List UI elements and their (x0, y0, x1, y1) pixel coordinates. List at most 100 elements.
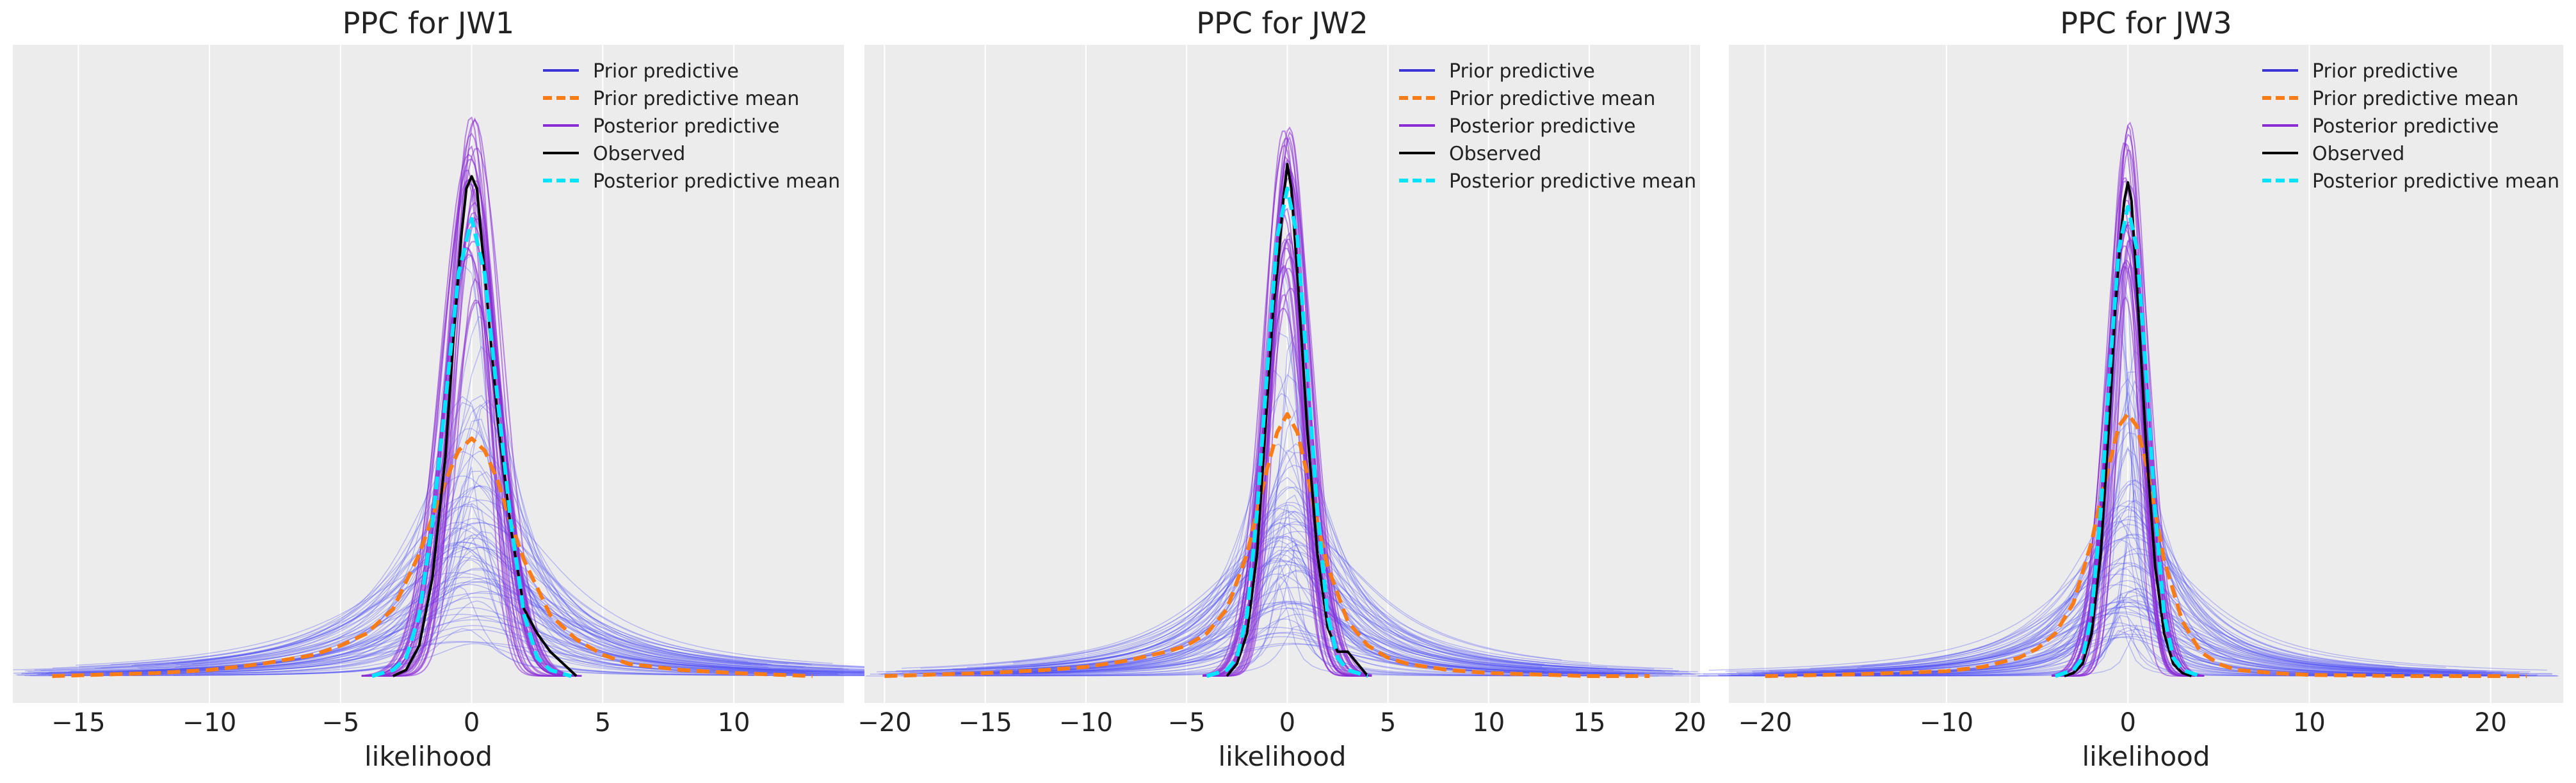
prior-predictive-line (94, 527, 849, 670)
prior-predictive-line (1857, 533, 2399, 668)
prior-predictive-line (1703, 535, 2553, 675)
prior-predictive-line (923, 521, 1652, 672)
prior-predictive-line (99, 485, 844, 674)
legend-label-posterior-predictive: Posterior predictive (1449, 115, 1635, 138)
prior-predictive-line (1017, 392, 1557, 670)
prior-predictive-line (884, 374, 1691, 674)
legend-label-prior-predictive-mean: Prior predictive mean (593, 88, 799, 110)
prior-predictive-line (925, 613, 1649, 675)
prior-predictive-line (70, 576, 873, 672)
prior-predictive-line (134, 522, 809, 666)
prior-predictive-line (101, 451, 843, 669)
plot-area: −15 −10 −5 0 5 10 (13, 45, 930, 738)
prior-predictive-line (952, 510, 1623, 675)
prior-predictive-mean-line (52, 436, 813, 678)
prior-predictive-line (969, 627, 1605, 673)
observed-line (392, 175, 578, 677)
legend-label-observed: Observed (1449, 143, 1541, 165)
prior-predictive-line (165, 547, 779, 672)
prior-predictive-line (1010, 342, 1564, 675)
prior-predictive-line (122, 607, 821, 672)
prior-predictive-line (24, 521, 919, 672)
prior-predictive-line (24, 466, 919, 677)
panel-title: PPC for JW1 (343, 6, 514, 40)
prior-predictive-line (954, 618, 1621, 676)
x-tick-label: 10 (1472, 708, 1505, 738)
prior-predictive-line (1836, 509, 2420, 672)
prior-predictive-line (920, 546, 1655, 670)
prior-predictive-line (68, 404, 875, 673)
legend-label-observed: Observed (2312, 143, 2404, 165)
prior-predictive-line (953, 494, 1622, 675)
prior-predictive-line (886, 486, 1689, 673)
prior-predictive-line (1867, 601, 2390, 675)
legend-label-posterior-predictive-mean: Posterior predictive mean (1449, 170, 1696, 193)
prior-predictive-line (105, 527, 838, 675)
prior-predictive-line (1725, 573, 2531, 672)
posterior-predictive-line (1203, 176, 1372, 677)
posterior-predictive-mean-line (371, 217, 572, 678)
legend-label-posterior-predictive: Posterior predictive (593, 115, 779, 138)
prior-predictive-line (33, 545, 910, 674)
prior-predictive-line (138, 471, 805, 674)
ppc-panel-jw1: −15 −10 −5 0 5 10 PPC for JW1 likelihood Prio… (13, 6, 930, 772)
legend: Prior predictive Prior predictive mean P… (2262, 60, 2559, 193)
x-tick-label: 20 (1674, 708, 1706, 738)
prior-predictive-line (1736, 601, 2520, 674)
plot-area: −20 −15 −10 −5 0 5 10 15 20 (857, 45, 1709, 738)
prior-predictive-line (1861, 519, 2395, 667)
prior-predictive-line (70, 581, 873, 672)
prior-predictive-line (1754, 633, 2502, 675)
prior-predictive-curves (866, 261, 1709, 677)
x-tick-label: 20 (2474, 708, 2507, 738)
prior-predictive-line (1032, 504, 1543, 667)
prior-predictive-line (76, 556, 868, 667)
prior-predictive-line (1790, 432, 2465, 673)
prior-predictive-line (127, 642, 816, 673)
x-tick-label: 15 (1573, 708, 1606, 738)
observed-line (2064, 181, 2192, 677)
prior-predictive-line (1862, 613, 2394, 672)
prior-predictive-line (1028, 601, 1546, 672)
legend-label-prior-predictive: Prior predictive (593, 60, 739, 83)
prior-predictive-line (192, 428, 752, 665)
prior-predictive-line (174, 475, 770, 666)
prior-predictive-line (1708, 537, 2547, 671)
prior-predictive-line (1776, 538, 2480, 674)
prior-predictive-line (1843, 480, 2413, 671)
prior-predictive-line (1012, 643, 1562, 674)
prior-predictive-line (195, 496, 749, 663)
prior-predictive-line (879, 631, 1696, 675)
plot-background (864, 45, 1700, 703)
prior-predictive-line (1726, 547, 2529, 674)
prior-predictive-line (1753, 421, 2503, 675)
prior-predictive-line (1810, 553, 2446, 669)
prior-predictive-line (70, 471, 873, 675)
prior-predictive-line (1796, 561, 2460, 673)
prior-predictive-line (877, 550, 1698, 673)
legend-label-observed: Observed (593, 143, 685, 165)
prior-predictive-line (912, 517, 1662, 671)
prior-predictive-line (157, 625, 786, 673)
prior-predictive-mean-line (884, 412, 1650, 678)
x-axis-label: likelihood (1218, 741, 1346, 772)
x-tick-label: 10 (2293, 708, 2326, 738)
prior-predictive-line (952, 559, 1623, 670)
prior-predictive-line (28, 569, 916, 672)
prior-predictive-line (1822, 543, 2434, 677)
prior-predictive-line (926, 569, 1649, 675)
prior-predictive-line (1767, 615, 2489, 677)
prior-predictive-line (79, 572, 864, 668)
panel-title: PPC for JW2 (1196, 6, 1368, 40)
prior-predictive-line (36, 531, 907, 675)
prior-predictive-line (13, 522, 930, 670)
prior-predictive-line (1779, 479, 2476, 674)
prior-predictive-line (13, 597, 930, 674)
prior-predictive-line (990, 554, 1585, 674)
prior-predictive-line (53, 627, 891, 677)
prior-predictive-line (1738, 606, 2518, 675)
prior-predictive-line (153, 619, 790, 671)
prior-predictive-line (195, 600, 749, 675)
x-axis-label: likelihood (364, 741, 492, 772)
prior-predictive-line (1030, 511, 1545, 666)
